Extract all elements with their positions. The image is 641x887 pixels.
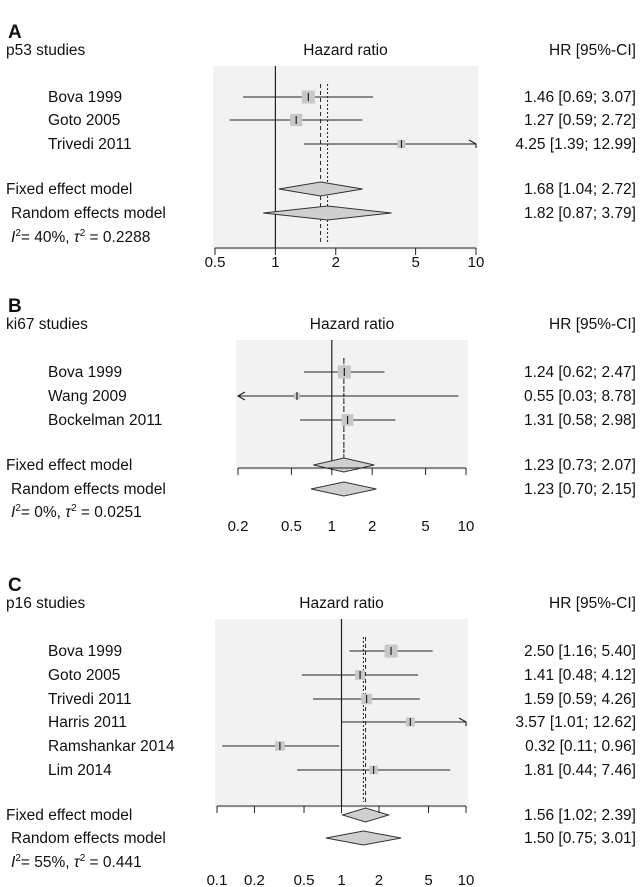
value-header: HR [95%-CI]	[549, 316, 636, 333]
study-hr-value: 1.59 [0.59; 4.26]	[524, 691, 636, 708]
study-hr-value: 1.41 [0.48; 4.12]	[524, 667, 636, 684]
x-tick-label: 2	[332, 254, 340, 271]
study-label: Bova 1999	[48, 643, 122, 660]
fixed-effect-diamond	[340, 807, 391, 823]
study-hr-value: 1.24 [0.62; 2.47]	[524, 364, 636, 381]
x-tick-label: 5	[411, 254, 419, 271]
x-tick-label: 0.5	[281, 518, 302, 535]
panel-title: p53 studies	[6, 42, 86, 59]
study-hr-value: 1.31 [0.58; 2.98]	[524, 412, 636, 429]
x-tick-label: 5	[424, 872, 432, 887]
fixed-effect-label: Fixed effect model	[6, 807, 132, 824]
x-tick-label: 0.5	[205, 254, 226, 271]
x-tick-label: 1	[328, 518, 336, 535]
random-effects-diamond	[263, 205, 392, 221]
random-effects-hr-value: 1.23 [0.70; 2.15]	[524, 481, 636, 498]
value-header: HR [95%-CI]	[549, 42, 636, 59]
study-label: Ramshankar 2014	[48, 738, 175, 755]
x-tick-label: 0.2	[244, 872, 265, 887]
x-tick-label: 10	[458, 872, 475, 887]
random-effects-label: Random effects model	[11, 830, 166, 847]
fixed-effect-hr-value: 1.68 [1.04; 2.72]	[524, 181, 636, 198]
study-label: Lim 2014	[48, 762, 112, 779]
ci-arrow-left	[236, 391, 246, 401]
tau2-value: = 0.0251	[77, 504, 142, 521]
panel-letter: C	[8, 575, 22, 596]
heterogeneity-stats: I2= 40%, τ2 = 0.2288	[11, 228, 150, 246]
x-tick-label: 2	[375, 872, 383, 887]
study-hr-value: 2.50 [1.16; 5.40]	[524, 643, 636, 660]
random-effects-hr-value: 1.50 [0.75; 3.01]	[524, 830, 636, 847]
x-tick-label: 0.2	[228, 518, 249, 535]
study-label: Harris 2011	[48, 714, 127, 731]
i2-value: = 0%,	[21, 504, 65, 521]
x-tick-label: 1	[271, 254, 279, 271]
x-tick-label: 2	[368, 518, 376, 535]
study-hr-value: 0.32 [0.11; 0.96]	[525, 738, 636, 755]
study-label: Trivedi 2011	[48, 691, 132, 708]
study-label: Trivedi 2011	[48, 136, 132, 153]
study-hr-value: 1.46 [0.69; 3.07]	[524, 89, 636, 106]
study-label: Goto 2005	[48, 667, 120, 684]
random-effects-diamond	[310, 481, 377, 497]
panel-title: ki67 studies	[6, 316, 88, 333]
study-hr-value: 4.25 [1.39; 12.99]	[515, 136, 636, 153]
study-label: Bova 1999	[48, 364, 122, 381]
study-hr-value: 1.81 [0.44; 7.46]	[524, 762, 636, 779]
heterogeneity-stats: I2= 55%, τ2 = 0.441	[11, 853, 142, 871]
axis-title: Hazard ratio	[303, 42, 387, 59]
x-tick-label: 1	[337, 872, 345, 887]
random-effects-diamond	[325, 830, 402, 846]
x-tick-label: 10	[458, 518, 475, 535]
panel-letter: A	[8, 22, 22, 43]
panel-letter: B	[8, 296, 22, 317]
ci-arrow-right	[468, 139, 477, 148]
ci-arrow-right	[458, 717, 467, 726]
axis-title: Hazard ratio	[310, 316, 394, 333]
study-hr-value: 1.27 [0.59; 2.72]	[524, 112, 636, 129]
random-effects-hr-value: 1.82 [0.87; 3.79]	[524, 205, 636, 222]
fixed-effect-diamond	[278, 181, 363, 197]
study-hr-value: 3.57 [1.01; 12.62]	[515, 714, 636, 731]
fixed-effect-hr-value: 1.56 [1.02; 2.39]	[524, 807, 636, 824]
tau2-value: = 0.441	[85, 854, 141, 871]
tau2-value: = 0.2288	[85, 229, 150, 246]
fixed-effect-label: Fixed effect model	[6, 457, 132, 474]
plot-area	[236, 340, 468, 470]
x-tick-label: 5	[421, 518, 429, 535]
axis-title: Hazard ratio	[299, 595, 383, 612]
x-tick-label: 10	[468, 254, 485, 271]
value-header: HR [95%-CI]	[549, 595, 636, 612]
study-label: Bockelman 2011	[48, 412, 162, 429]
i2-value: = 40%,	[21, 229, 74, 246]
heterogeneity-stats: I2= 0%, τ2 = 0.0251	[11, 503, 142, 521]
study-label: Bova 1999	[48, 89, 122, 106]
panel-title: p16 studies	[6, 595, 86, 612]
random-effects-label: Random effects model	[11, 481, 166, 498]
i2-value: = 55%,	[21, 854, 74, 871]
x-tick-label: 0.5	[294, 872, 315, 887]
fixed-effect-label: Fixed effect model	[6, 181, 132, 198]
study-label: Goto 2005	[48, 112, 120, 129]
study-hr-value: 0.55 [0.03; 8.78]	[524, 388, 636, 405]
x-tick-label: 0.1	[207, 872, 228, 887]
fixed-effect-hr-value: 1.23 [0.73; 2.07]	[524, 457, 636, 474]
study-label: Wang 2009	[48, 388, 127, 405]
plot-area	[213, 66, 478, 250]
random-effects-label: Random effects model	[11, 205, 166, 222]
